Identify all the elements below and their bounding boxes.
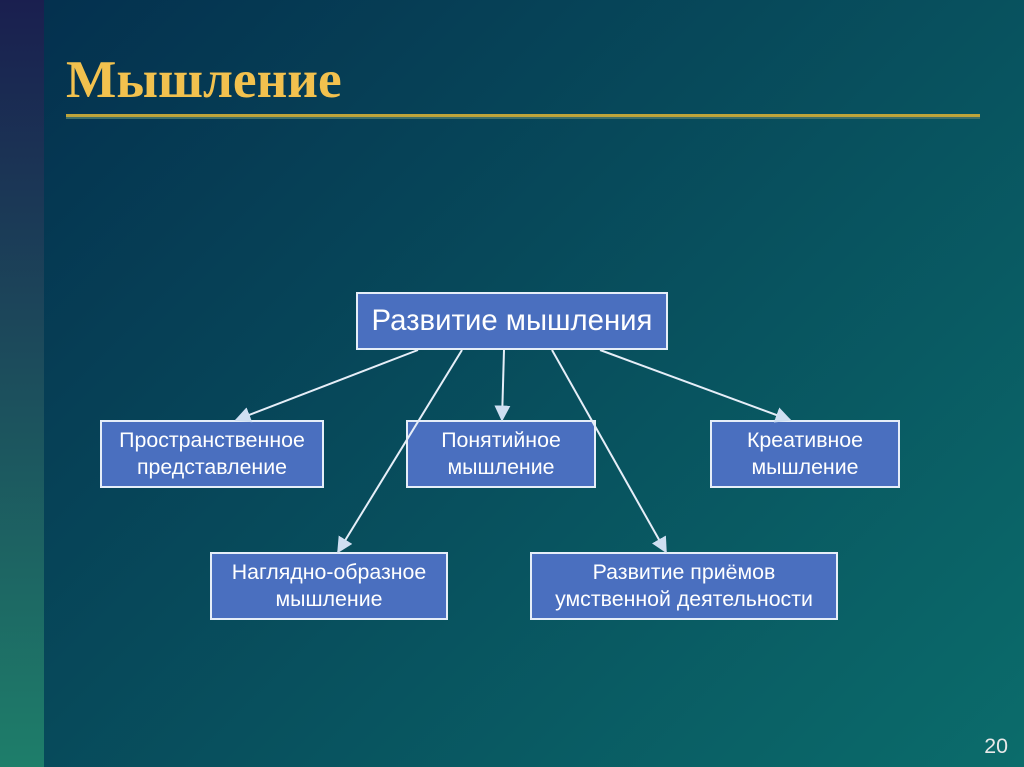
slide-title: Мышление [66,48,342,110]
diagram-root-node: Развитие мышления [356,292,668,350]
diagram-node-visual: Наглядно-образноемышление [210,552,448,620]
diagram-node-methods: Развитие приёмовумственной деятельности [530,552,838,620]
diagram-node-spatial: Пространственноепредставление [100,420,324,488]
diagram-node-creative: Креативноемышление [710,420,900,488]
left-accent-strip [0,0,44,767]
page-number: 20 [984,734,1008,759]
title-underline [66,114,980,119]
diagram-node-conceptual: Понятийноемышление [406,420,596,488]
